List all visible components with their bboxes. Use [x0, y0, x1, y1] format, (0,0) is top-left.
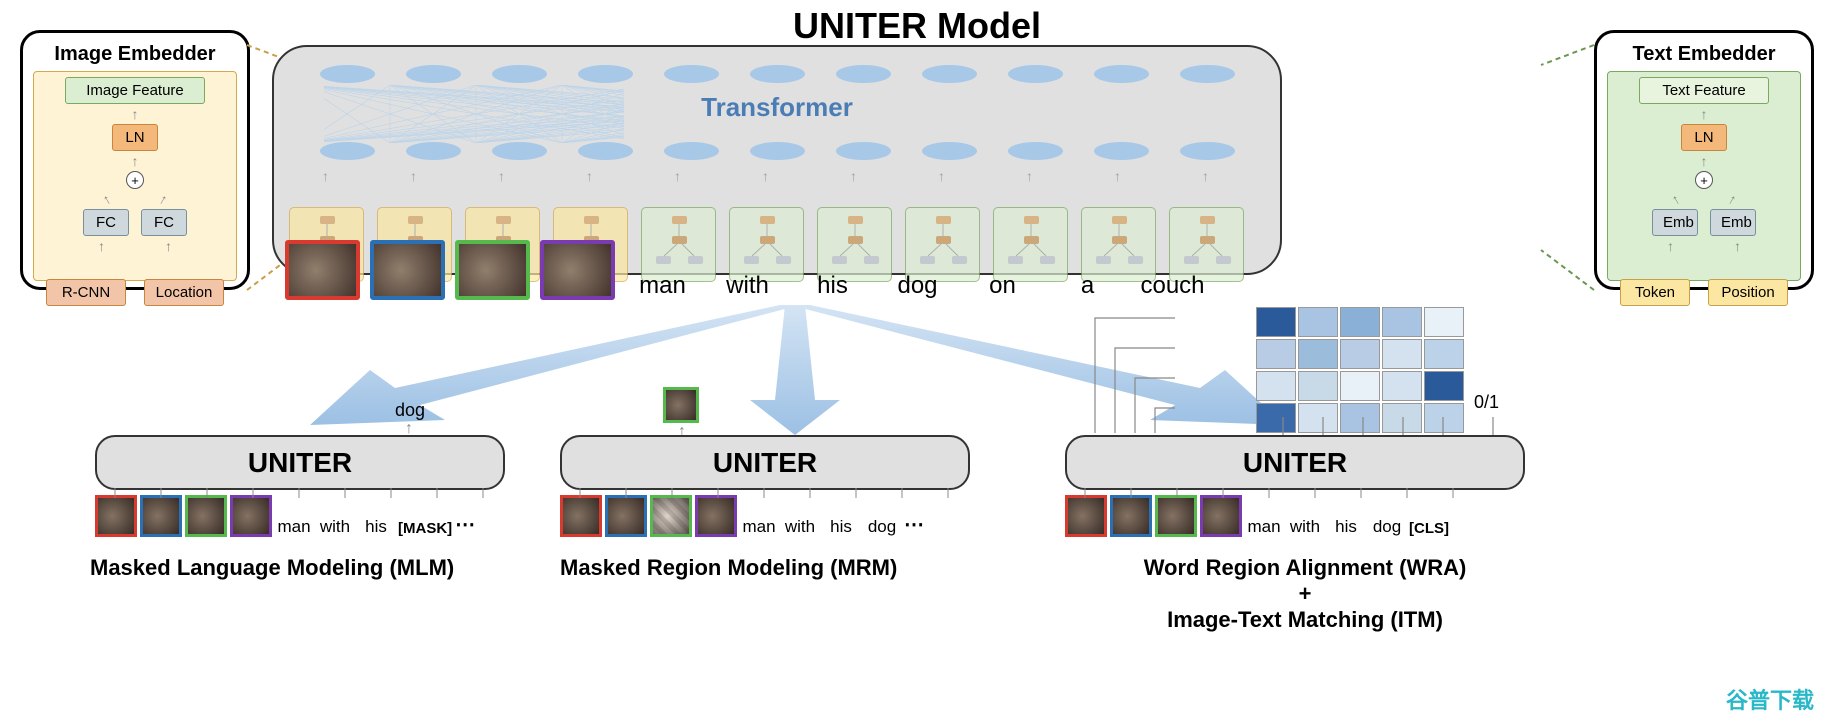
branch-arrows — [300, 300, 1400, 440]
text-embedder-panel: Text Embedder Text Feature ↑ LN ↑ + ↑ ↑ … — [1594, 30, 1814, 290]
arrow-icon: ↑ — [158, 194, 168, 204]
token-small: man — [275, 517, 313, 537]
mlm-box: UNITER — [95, 435, 505, 490]
token-small: his — [822, 517, 860, 537]
mlm-input-row: manwithhis[MASK]⋯ — [95, 495, 475, 537]
ln-block: LN — [112, 124, 158, 151]
text-embedder-title: Text Embedder — [1607, 43, 1801, 66]
mrm-caption: Masked Region Modeling (MRM) — [560, 555, 897, 581]
image-region — [285, 240, 360, 300]
token-small: his — [357, 517, 395, 537]
token-small: dog — [863, 517, 901, 537]
uniter-label: UNITER — [248, 447, 352, 479]
transformer-label: Transformer — [701, 92, 853, 123]
word-token: couch — [1135, 272, 1210, 300]
word-token: with — [710, 272, 785, 300]
fc-block: FC — [83, 209, 129, 236]
token-small: man — [1245, 517, 1283, 537]
uniter-label: UNITER — [713, 447, 817, 479]
token-small: his — [1327, 517, 1365, 537]
arrow-icon: ↑ — [1667, 242, 1674, 250]
heatmap-arrows — [1263, 415, 1523, 437]
position-block: Position — [1708, 279, 1788, 306]
word-token: on — [965, 272, 1040, 300]
arrow-icon: ↑ — [132, 157, 139, 165]
image-region-small — [605, 495, 647, 537]
binary-label: 0/1 — [1474, 392, 1499, 413]
input-row: manwithhisdogonacouch — [285, 240, 1210, 300]
image-region-small — [560, 495, 602, 537]
mlm-caption: Masked Language Modeling (MLM) — [90, 555, 454, 581]
network-lines — [324, 85, 624, 143]
token-small: man — [740, 517, 778, 537]
text-feature-label: Text Feature — [1639, 77, 1769, 104]
word-token: a — [1050, 272, 1125, 300]
image-embedder-title: Image Embedder — [33, 43, 237, 66]
arrow-icon: ↑ — [98, 242, 105, 250]
mrm-input-row: manwithhisdog⋯ — [560, 495, 924, 537]
word-token: man — [625, 272, 700, 300]
fc-block: FC — [141, 209, 187, 236]
arrow-icon: ↑ — [1701, 110, 1708, 118]
plus-icon: + — [1695, 171, 1713, 189]
arrow-icon: ↑ — [1727, 194, 1737, 204]
arrow-icon: ↑ — [132, 110, 139, 118]
wra-caption: Word Region Alignment (WRA) + Image-Text… — [1075, 555, 1535, 633]
arrow-icon: ↑ — [165, 242, 172, 250]
mlm-output: dog — [395, 400, 425, 421]
heatmap-connectors — [1085, 308, 1180, 438]
image-region — [540, 240, 615, 300]
token-small: with — [781, 517, 819, 537]
mrm-box: UNITER — [560, 435, 970, 490]
image-feature-label: Image Feature — [65, 77, 205, 104]
arrow-icon: ↑ — [1734, 242, 1741, 250]
image-region-small — [650, 495, 692, 537]
image-region-small — [140, 495, 182, 537]
image-region — [370, 240, 445, 300]
uniter-label: UNITER — [1243, 447, 1347, 479]
image-region-small — [95, 495, 137, 537]
wra-input-row: manwithhisdog[CLS] — [1065, 495, 1449, 537]
connector-lines — [1539, 40, 1599, 300]
main-title: UNITER Model — [793, 5, 1041, 47]
arrow-icon: ↑ — [1701, 157, 1708, 165]
image-region-small — [695, 495, 737, 537]
image-region-small — [230, 495, 272, 537]
word-token: dog — [880, 272, 955, 300]
plus-icon: + — [126, 171, 144, 189]
arrow-icon: ↑ — [101, 194, 111, 204]
token-small: with — [316, 517, 354, 537]
token-small: ⋯ — [455, 512, 475, 537]
location-block: Location — [144, 279, 224, 306]
image-region-small — [1155, 495, 1197, 537]
watermark: 谷普下载 — [1726, 683, 1814, 715]
token-small: ⋯ — [904, 512, 924, 537]
image-region — [455, 240, 530, 300]
token-small: [MASK] — [398, 520, 452, 537]
emb-block: Emb — [1710, 209, 1756, 236]
image-embedder-panel: Image Embedder Image Feature ↑ LN ↑ + ↑ … — [20, 30, 250, 290]
token-small: with — [1286, 517, 1324, 537]
token-small: [CLS] — [1409, 520, 1449, 537]
token-small: dog — [1368, 517, 1406, 537]
emb-block: Emb — [1652, 209, 1698, 236]
word-token: his — [795, 272, 870, 300]
image-region-small — [185, 495, 227, 537]
token-block: Token — [1620, 279, 1690, 306]
wra-box: UNITER — [1065, 435, 1525, 490]
image-region-small — [1065, 495, 1107, 537]
mrm-output-region — [663, 387, 699, 423]
image-region-small — [1200, 495, 1242, 537]
rcnn-block: R-CNN — [46, 279, 126, 306]
ln-block: LN — [1681, 124, 1727, 151]
arrow-icon: ↑ — [1670, 194, 1680, 204]
image-region-small — [1110, 495, 1152, 537]
